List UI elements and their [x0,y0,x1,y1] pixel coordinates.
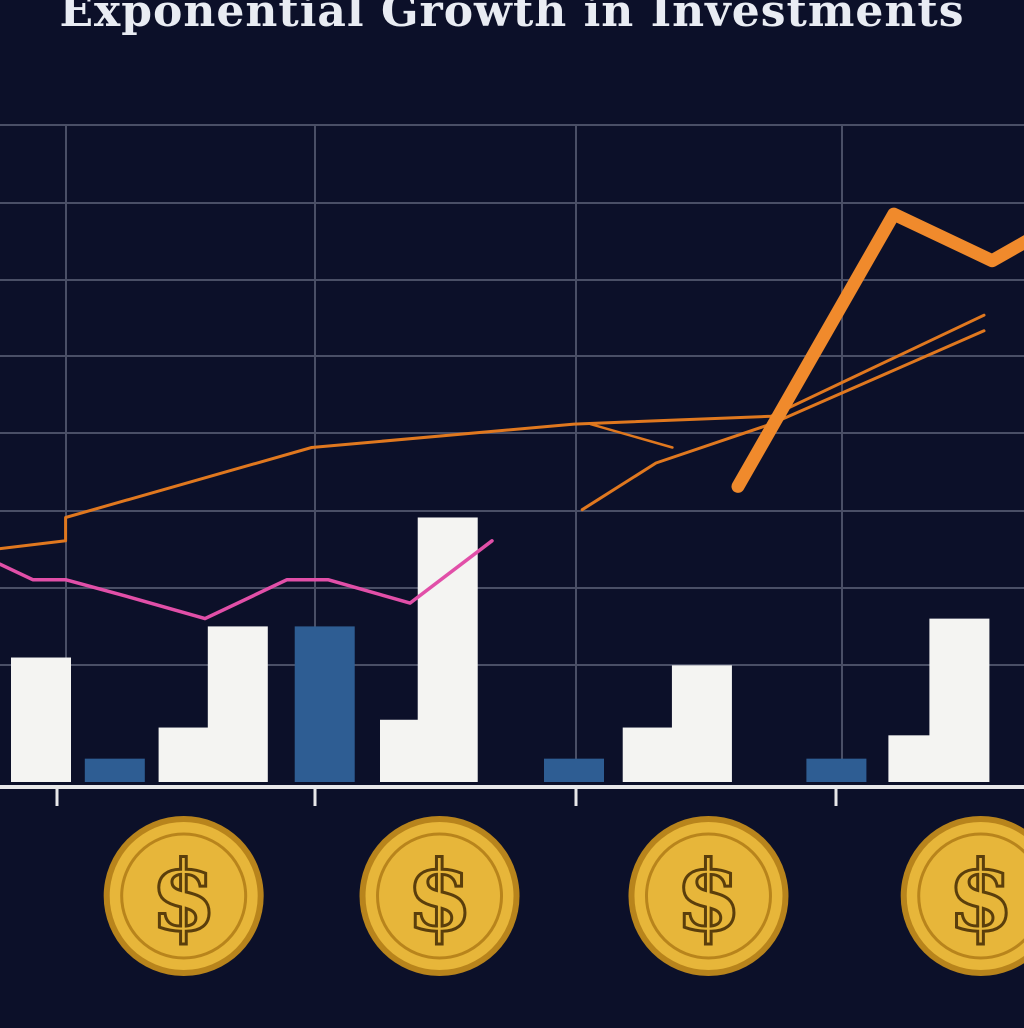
x-axis [0,785,1024,806]
bar [671,665,732,782]
gridlines [0,124,1024,782]
series-line-thick-orange [731,207,1024,493]
bar [417,517,478,782]
coin-symbol: $ [150,840,217,953]
coin-face [109,822,258,970]
coin-inner-ring [376,832,504,960]
coin-symbol: $ [675,840,742,953]
series-line-pink [0,539,494,621]
bar [544,758,604,782]
coin-icon: $ [628,816,789,976]
bar [929,618,990,782]
line-group [0,207,1024,621]
coin-symbol: $ [406,840,473,953]
bar [84,758,145,782]
coin-group: $ $ $ $ [103,816,1024,976]
coin-face [634,822,783,970]
coin-icon: $ [900,816,1024,976]
coin-icon: $ [359,816,520,976]
coin-symbol: $ [947,840,1014,953]
series-line-thin-orange [0,313,986,551]
chart-title: Exponential Growth in Investments [59,0,965,37]
series-line-thin-orange-3 [589,422,674,449]
coin-face [365,822,514,970]
coin-inner-ring [120,832,248,960]
coin-inner-ring [917,832,1024,960]
coin-face [906,822,1024,970]
bar [207,626,268,782]
bar [11,657,71,782]
bar [806,758,867,782]
bar [294,626,355,782]
bar-group [11,517,990,782]
coin-inner-ring [644,832,772,960]
coin-icon: $ [103,816,264,976]
series-line-thin-orange-2 [580,329,986,512]
